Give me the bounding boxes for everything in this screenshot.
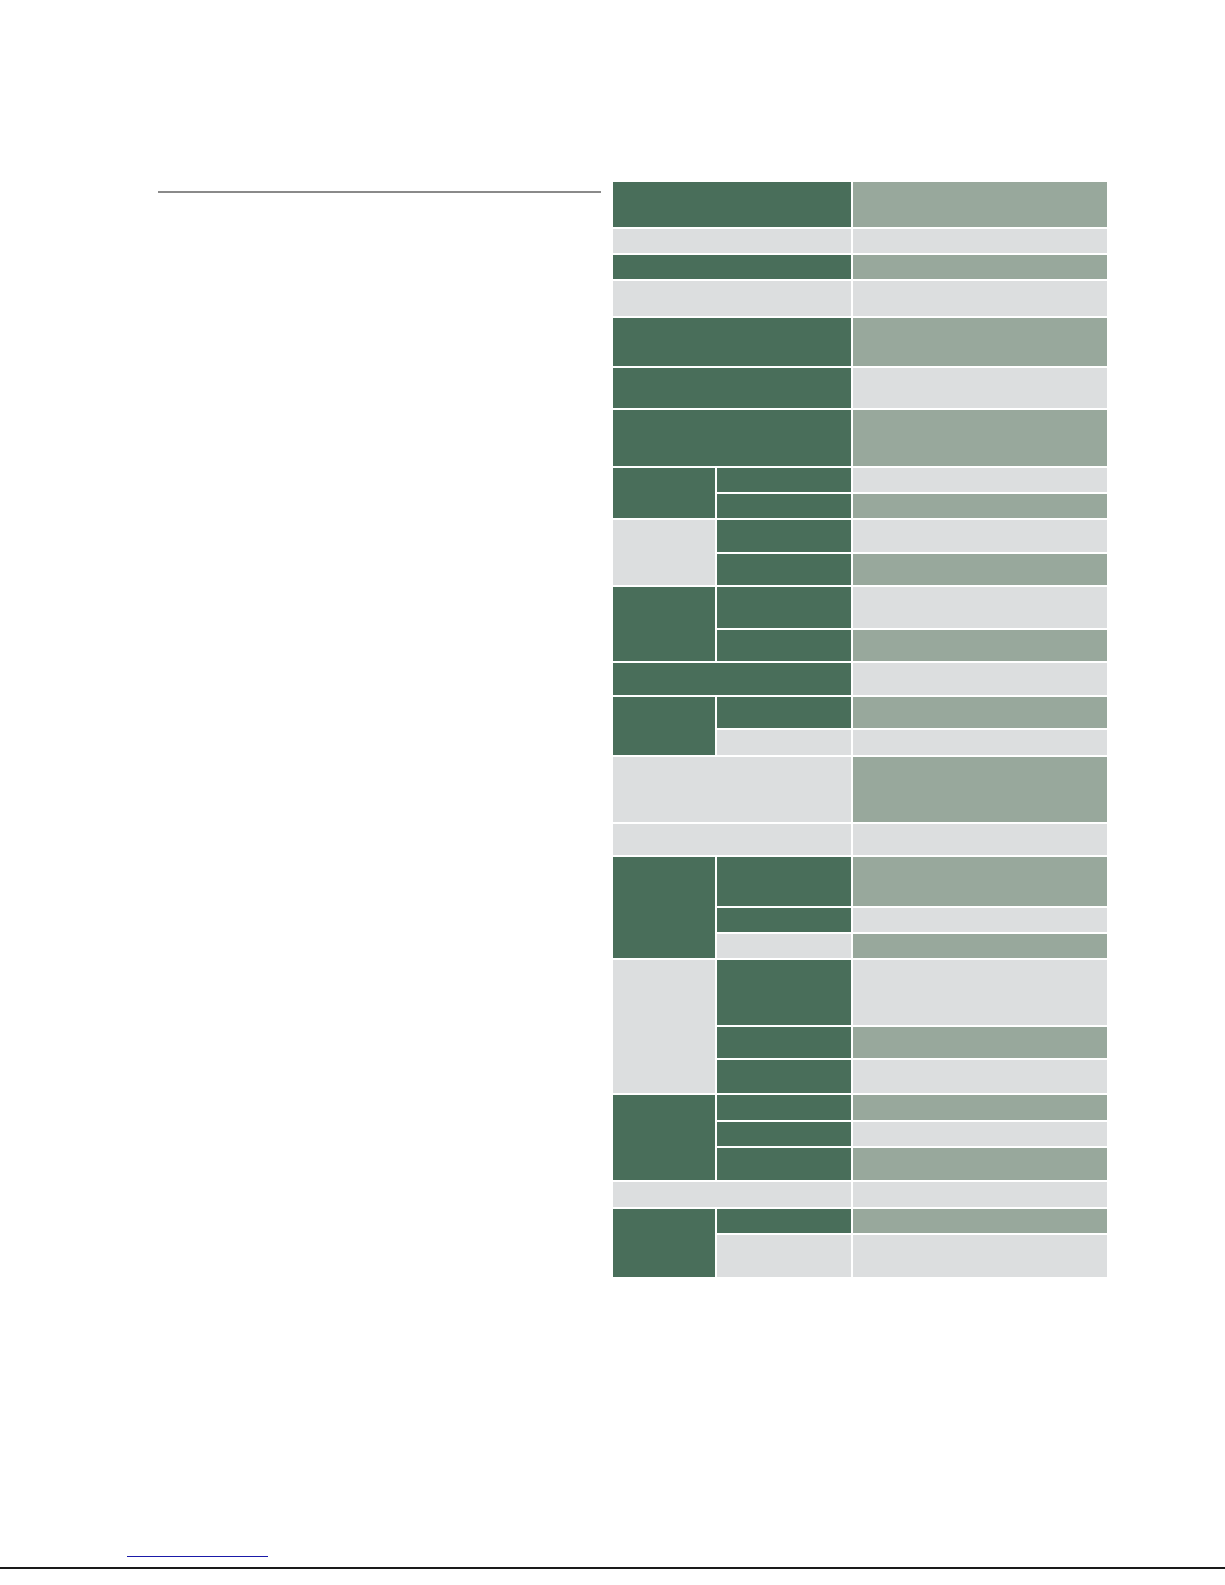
- row-label-cell: [613, 1182, 851, 1207]
- sub-value-cell: [853, 1027, 1107, 1058]
- row-group-label-cell: [613, 587, 715, 661]
- sub-label-cell: [717, 1122, 851, 1146]
- sub-value-cell: [853, 697, 1107, 728]
- sub-label-cell: [717, 908, 851, 932]
- row-group-label-cell: [613, 857, 715, 958]
- row-group-label-cell: [613, 468, 715, 518]
- sub-label-cell: [717, 587, 851, 628]
- footer-rule: [0, 1567, 1225, 1569]
- row-value-cell: [853, 229, 1107, 253]
- row-value-cell: [853, 663, 1107, 695]
- sub-label-cell: [717, 1027, 851, 1058]
- sub-value-cell: [853, 630, 1107, 661]
- sub-label-cell: [717, 630, 851, 661]
- top-horizontal-rule: [158, 191, 601, 193]
- row-group-label-cell: [613, 697, 715, 755]
- sub-value-cell: [853, 934, 1107, 958]
- row-label-cell: [613, 255, 851, 279]
- row-label-cell: [613, 824, 851, 855]
- sub-value-cell: [853, 1060, 1107, 1093]
- footer-link-underline[interactable]: [127, 1556, 268, 1557]
- sub-label-cell: [717, 1095, 851, 1120]
- sub-value-cell: [853, 857, 1107, 906]
- row-label-cell: [613, 229, 851, 253]
- sub-value-cell: [853, 908, 1107, 932]
- sub-value-cell: [853, 468, 1107, 492]
- spec-table: [613, 182, 1109, 1279]
- sub-value-cell: [853, 730, 1107, 755]
- sub-value-cell: [853, 1095, 1107, 1120]
- sub-value-cell: [853, 494, 1107, 518]
- sub-value-cell: [853, 1148, 1107, 1180]
- row-group-label-cell: [613, 1209, 715, 1277]
- row-value-cell: [853, 182, 1107, 227]
- sub-label-cell: [717, 960, 851, 1025]
- row-group-label-cell: [613, 960, 715, 1093]
- sub-label-cell: [717, 1209, 851, 1233]
- row-value-cell: [853, 318, 1107, 366]
- sub-value-cell: [853, 1235, 1107, 1277]
- sub-value-cell: [853, 554, 1107, 585]
- row-value-cell: [853, 1182, 1107, 1207]
- sub-label-cell: [717, 1235, 851, 1277]
- row-label-cell: [613, 410, 851, 466]
- sub-value-cell: [853, 587, 1107, 628]
- row-value-cell: [853, 410, 1107, 466]
- row-label-cell: [613, 368, 851, 408]
- row-value-cell: [853, 757, 1107, 822]
- sub-label-cell: [717, 857, 851, 906]
- sub-label-cell: [717, 730, 851, 755]
- sub-label-cell: [717, 1060, 851, 1093]
- sub-label-cell: [717, 934, 851, 958]
- sub-label-cell: [717, 697, 851, 728]
- row-group-label-cell: [613, 1095, 715, 1180]
- sub-value-cell: [853, 520, 1107, 552]
- row-label-cell: [613, 318, 851, 366]
- sub-value-cell: [853, 960, 1107, 1025]
- sub-label-cell: [717, 520, 851, 552]
- sub-label-cell: [717, 494, 851, 518]
- row-value-cell: [853, 281, 1107, 316]
- row-group-label-cell: [613, 520, 715, 585]
- row-label-cell: [613, 757, 851, 822]
- row-value-cell: [853, 368, 1107, 408]
- row-label-cell: [613, 182, 851, 227]
- sub-label-cell: [717, 554, 851, 585]
- sub-label-cell: [717, 1148, 851, 1180]
- sub-label-cell: [717, 468, 851, 492]
- row-value-cell: [853, 824, 1107, 855]
- row-label-cell: [613, 663, 851, 695]
- sub-value-cell: [853, 1122, 1107, 1146]
- row-value-cell: [853, 255, 1107, 279]
- row-label-cell: [613, 281, 851, 316]
- sub-value-cell: [853, 1209, 1107, 1233]
